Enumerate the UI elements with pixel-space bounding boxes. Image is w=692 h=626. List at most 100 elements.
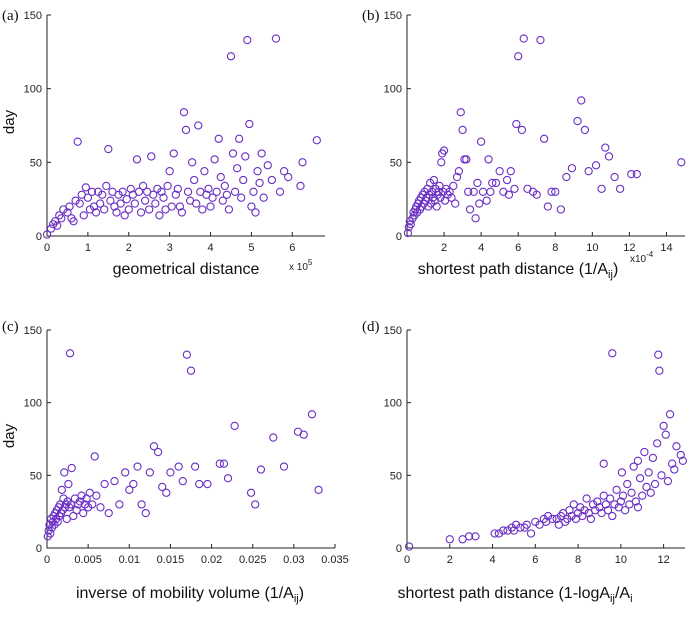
data-point-a-41 (130, 199, 140, 208)
data-point-c-74 (256, 465, 266, 474)
x-tick-label-a-0: 0 (44, 242, 50, 254)
data-point-a-54 (157, 187, 166, 196)
y-tick-label-a-0: 0 (36, 231, 42, 243)
data-point-a-53 (155, 211, 164, 220)
data-point-b-86 (573, 116, 582, 126)
x-tick-label-c-1: 0.005 (74, 554, 102, 566)
data-point-a-37 (122, 195, 131, 204)
x-tick-label-c-6: 0.03 (283, 554, 304, 566)
data-point-c-72 (246, 488, 256, 497)
data-point-d-55 (620, 506, 630, 515)
data-point-a-93 (237, 193, 246, 202)
data-point-c-12 (53, 517, 62, 526)
y-tick-label-c-2: 100 (24, 398, 42, 410)
data-point-c-5 (47, 523, 57, 532)
data-point-b-47 (454, 167, 464, 176)
data-point-d-15 (526, 529, 536, 538)
data-point-a-91 (232, 164, 242, 173)
data-point-b-46 (452, 172, 462, 182)
data-point-d-77 (665, 410, 675, 419)
data-point-c-59 (162, 488, 171, 497)
data-point-c-53 (137, 500, 146, 509)
data-point-a-104 (259, 193, 268, 202)
data-point-c-51 (129, 479, 138, 489)
data-point-b-78 (536, 35, 545, 45)
data-point-d-83 (608, 349, 617, 358)
data-point-b-54 (469, 187, 478, 196)
data-point-c-39 (83, 503, 93, 512)
y-tick-label-d-3: 150 (384, 325, 402, 337)
data-point-d-27 (563, 514, 572, 524)
data-point-c-63 (182, 350, 192, 359)
data-point-d-50 (612, 485, 621, 495)
data-point-b-61 (484, 155, 493, 164)
data-point-c-45 (100, 479, 109, 489)
data-point-b-82 (551, 187, 560, 196)
data-point-d-76 (663, 476, 673, 486)
x-tick-label-a-6: 6 (289, 242, 295, 254)
data-point-d-8 (503, 526, 512, 535)
data-point-b-85 (567, 164, 577, 173)
data-point-a-99 (249, 187, 258, 196)
data-point-a-25 (98, 190, 107, 199)
y-axis-label-c: day (1, 423, 18, 448)
scatter-points-b (403, 34, 686, 238)
data-point-c-25 (64, 479, 73, 489)
data-point-d-46 (603, 506, 613, 515)
x-axis-label-b: shortest path distance (1/Aij) (418, 261, 619, 281)
data-point-c-76 (279, 462, 289, 471)
data-point-a-34 (116, 199, 125, 208)
data-point-d-78 (668, 459, 677, 468)
axes-d (406, 330, 685, 549)
data-point-b-19 (422, 193, 431, 202)
data-point-b-21 (424, 202, 433, 211)
data-point-a-63 (175, 202, 185, 211)
x-tick-label-b-2: 6 (515, 242, 521, 254)
data-point-b-90 (591, 161, 601, 170)
data-point-a-88 (226, 52, 236, 61)
data-point-d-21 (548, 514, 557, 524)
x-tick-label-b-4: 10 (586, 242, 598, 254)
x-tick-label-d-2: 4 (489, 554, 495, 566)
data-point-a-0 (42, 230, 52, 239)
data-point-b-59 (478, 187, 488, 196)
x-tick-label-c-7: 0.035 (321, 554, 349, 566)
data-point-a-22 (91, 208, 101, 217)
data-point-a-106 (267, 175, 277, 185)
data-point-a-6 (57, 214, 66, 223)
data-point-c-52 (133, 462, 142, 471)
data-point-b-44 (449, 181, 458, 191)
data-point-a-59 (167, 202, 176, 211)
data-point-c-41 (88, 500, 97, 509)
data-point-d-22 (552, 514, 561, 524)
data-point-c-71 (230, 421, 239, 431)
data-point-a-42 (132, 155, 142, 164)
data-point-c-62 (178, 476, 187, 486)
data-point-a-112 (298, 158, 307, 167)
x-tick-label-c-5: 0.025 (239, 554, 267, 566)
data-point-a-20 (87, 187, 97, 196)
data-point-b-38 (439, 146, 449, 155)
y-tick-label-b-1: 50 (390, 157, 402, 169)
x-tick-label-a-4: 4 (207, 242, 213, 254)
data-point-b-57 (475, 199, 484, 208)
data-point-b-80 (543, 202, 553, 211)
data-point-b-56 (473, 178, 482, 188)
x-tick-label-a-3: 3 (167, 242, 173, 254)
data-point-a-39 (126, 184, 135, 194)
data-point-c-32 (72, 506, 81, 515)
data-point-c-70 (223, 474, 233, 483)
data-point-a-97 (245, 119, 254, 129)
data-point-a-113 (312, 136, 321, 145)
data-point-b-58 (476, 137, 486, 146)
scatter-points-c (43, 349, 323, 541)
data-point-d-36 (582, 494, 591, 503)
x-exponent-a: x 105 (289, 258, 313, 273)
data-point-d-41 (593, 497, 602, 506)
data-point-b-65 (495, 167, 504, 176)
data-point-d-82 (678, 456, 688, 465)
data-point-b-63 (488, 178, 497, 188)
y-tick-label-d-1: 50 (390, 470, 402, 482)
data-point-d-45 (601, 500, 611, 509)
data-point-c-42 (90, 452, 99, 461)
